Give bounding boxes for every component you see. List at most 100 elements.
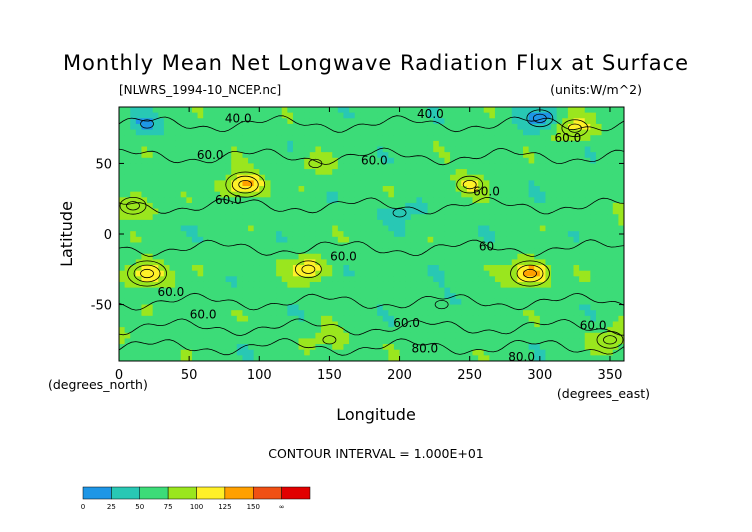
field-cell [556,265,563,272]
field-cell [349,327,356,334]
field-cell [584,219,591,227]
field-cell [612,293,619,300]
field-cell [612,118,619,125]
field-cell [466,180,474,187]
field-cell [349,259,356,266]
field-cell [343,107,350,114]
field-cell [427,169,434,176]
field-cell [292,112,300,119]
field-cell [191,236,199,244]
field-cell [292,355,300,361]
field-cell [422,259,429,266]
field-cell [298,118,305,125]
field-layer [119,107,624,361]
field-cell [315,146,322,153]
field-cell [388,123,395,131]
field-cell [556,349,563,356]
field-cell [135,315,143,323]
field-cell [371,174,378,181]
field-cell [281,146,288,153]
field-cell [461,304,468,311]
field-cell [141,163,148,170]
field-cell [410,112,417,119]
contour-line [596,331,624,349]
field-cell [152,298,159,306]
field-cell [523,236,530,244]
field-cell [371,107,378,114]
field-cell [466,315,474,323]
field-cell [270,163,277,170]
field-cell [388,321,395,328]
field-cell [466,298,474,306]
field-cell [528,169,535,176]
field-cell [163,186,171,193]
field-cell [494,293,502,300]
field-cell [343,253,350,260]
field-cell [225,298,232,306]
field-cell [377,338,384,345]
field-cell [259,344,266,351]
field-cell [119,225,126,232]
field-cell [130,157,137,165]
field-cell [180,270,187,277]
field-cell [158,276,165,283]
field-cell [332,281,339,289]
field-cell [270,180,277,187]
field-cell [365,107,373,114]
field-cell [354,146,361,153]
field-cell [461,169,468,176]
field-cell [163,163,171,170]
field-cell [607,304,614,311]
field-cell [135,214,143,221]
field-cell [220,293,227,300]
field-cell [304,242,311,249]
field-cell [433,197,440,204]
field-cell [304,310,311,317]
field-cell [270,146,277,153]
field-cell [567,259,575,266]
field-cell [130,236,137,244]
field-cell [304,276,311,283]
field-cell [180,202,187,210]
field-cell [203,129,210,136]
field-cell [517,253,524,260]
field-cell [287,298,294,306]
field-cell [545,163,552,170]
color-scale-bar: 0 25 50 75 100 125 150 ∞ [81,486,311,511]
field-cell [466,129,474,136]
field-cell [186,265,193,272]
field-cell [377,208,384,215]
field-cell [393,265,401,272]
field-cell [236,265,244,272]
field-cell [203,253,210,260]
field-cell [511,265,518,272]
field-cell [545,281,552,289]
field-cell [354,225,361,232]
field-cell [135,163,143,170]
field-cell [494,338,502,345]
field-cell [556,180,563,187]
field-cell [612,214,619,221]
field-cell [343,344,350,351]
field-cell [382,270,389,277]
field-cell [248,355,255,361]
field-cell [141,146,148,153]
field-cell [197,180,204,187]
field-cell [276,315,283,323]
field-cell [203,344,210,351]
field-cell [343,197,350,204]
field-cell [500,304,507,311]
field-cell [203,157,210,165]
field-cell [197,281,204,289]
field-cell [590,287,597,294]
field-cell [354,123,361,131]
field-cell [337,135,345,142]
field-cell [422,112,429,119]
field-cell [298,344,305,351]
field-cell [612,208,619,215]
field-cell [534,253,541,260]
field-cell [399,208,406,215]
field-cell [500,186,507,193]
field-cell [523,214,530,221]
field-cell [511,174,518,181]
